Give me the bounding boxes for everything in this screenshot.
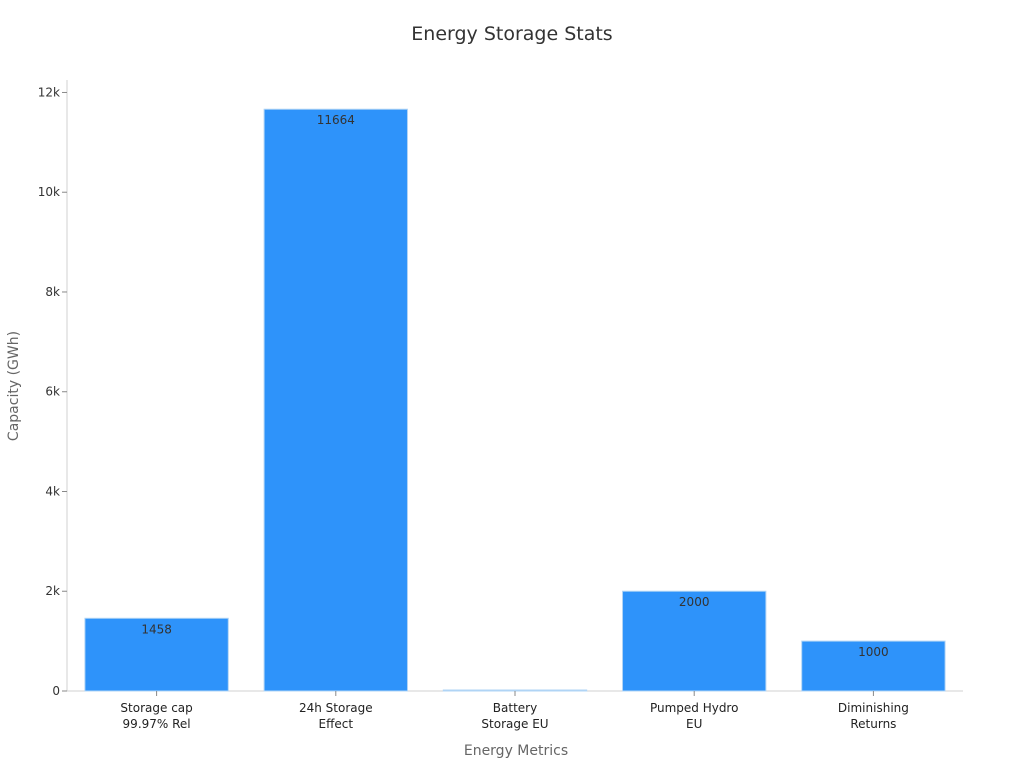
y-axis-label: Capacity (GWh): [6, 331, 22, 441]
bar: [801, 640, 946, 692]
x-tick-label: Pumped Hydro: [650, 701, 739, 715]
y-tick-label: 0: [52, 684, 60, 698]
data-label: 11664: [317, 113, 355, 127]
x-tick-label: Storage cap: [120, 701, 192, 715]
y-tick-label: 12k: [38, 85, 60, 99]
bar: [263, 108, 408, 692]
y-tick-label: 8k: [45, 285, 60, 299]
x-tick-label: Returns: [850, 717, 896, 731]
x-tick-label: 24h Storage: [299, 701, 373, 715]
y-tick-label: 2k: [45, 584, 60, 598]
x-tick-label: Diminishing: [838, 701, 909, 715]
x-tick-label: EU: [686, 717, 702, 731]
x-tick-label: Battery: [493, 701, 537, 715]
x-tick-label: Effect: [319, 717, 354, 731]
y-tick-label: 10k: [38, 185, 60, 199]
bar: [84, 617, 229, 692]
bar: [622, 590, 767, 692]
y-tick-label: 4k: [45, 484, 60, 498]
x-axis-label: Energy Metrics: [464, 743, 568, 759]
y-tick-label: 6k: [45, 385, 60, 399]
data-label: 2000: [679, 595, 710, 609]
chart-title: Energy Storage Stats: [411, 23, 612, 45]
x-tick-label: Storage EU: [481, 717, 548, 731]
x-tick-label: 99.97% Rel: [123, 717, 191, 731]
data-label: 1000: [858, 645, 889, 659]
data-label: 1458: [141, 622, 172, 636]
bar: [442, 689, 588, 692]
